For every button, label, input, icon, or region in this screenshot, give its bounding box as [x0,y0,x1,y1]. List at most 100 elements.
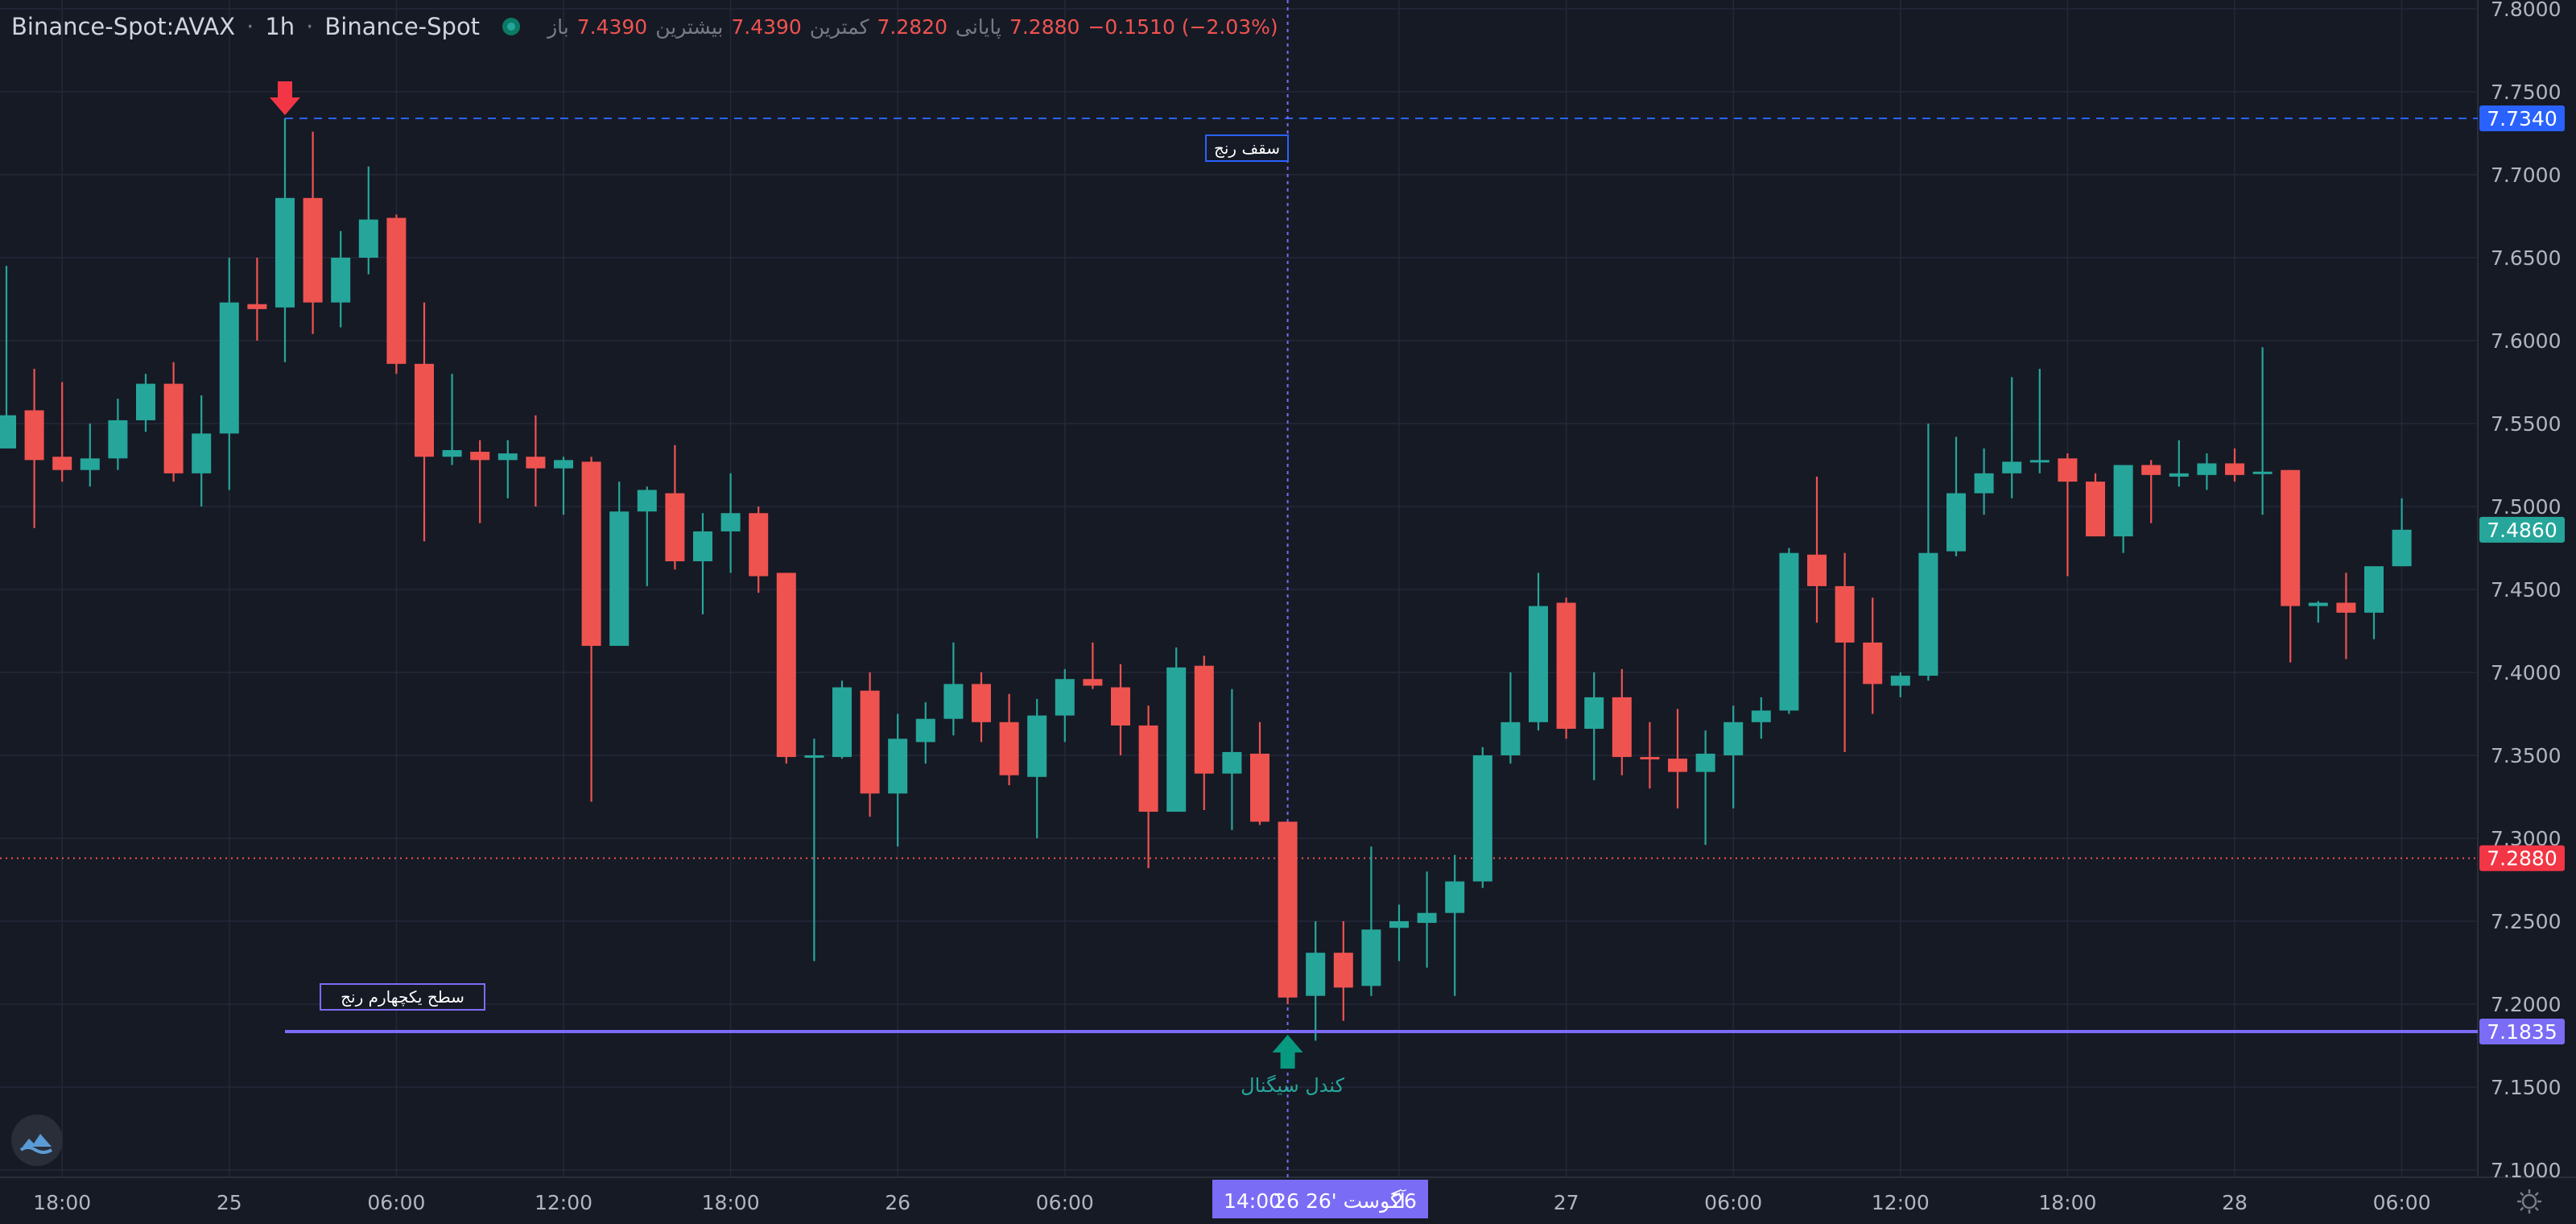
price-tick-label: 7.5500 [2491,412,2561,436]
range-top-label: سقف رنج [1214,139,1280,158]
price-tick-label: 7.7000 [2491,163,2561,187]
signal-candle-label: کندل سیگنال [1241,1074,1345,1097]
candle-body [1807,554,1827,586]
chart-header: Binance-Spot:AVAX · 1h · Binance-Spot با… [11,8,1278,45]
candle-body [1445,881,1465,913]
candle-body [1166,667,1187,813]
current-price-tag-bg [2479,845,2565,871]
time-tick-label: 06:00 [1704,1191,1762,1214]
candle-body [1501,722,1521,755]
support-price-tag-bg [2479,1018,2565,1044]
time-tick-label: 27 [1554,1191,1579,1214]
candle-body [108,420,128,459]
candle-body [2364,566,2384,613]
range-top-price-tag: 7.7340 [2487,107,2557,130]
interval-label[interactable]: 1h [265,13,295,40]
candle-body [554,460,573,469]
low-label: کمترین [809,14,869,39]
candle-body [2029,460,2050,463]
candle-body [163,383,184,473]
market-status-icon [502,18,521,35]
open-value: 7.4390 [576,14,648,39]
cloud-logo-icon[interactable] [11,1114,63,1166]
candle-body [497,453,518,461]
change-value: −0.1510 (−2.03%) [1088,14,1278,39]
candle-body [331,258,351,303]
candle-body [915,718,935,742]
price-tick-label: 7.4000 [2491,661,2561,684]
candle-body [219,302,239,434]
close-label: پایانی [956,14,1001,39]
candle-body [2252,471,2273,474]
time-tick-label: 18:00 [2038,1191,2096,1214]
crosshair-time-right: 26 [1391,1189,1417,1213]
candle-body [637,490,657,512]
candle-body [1946,493,1966,552]
crosshair-time-left: 14:00 [1224,1189,1282,1213]
candle-body [303,197,323,303]
last-price-tag-bg [2479,516,2565,543]
open-label: باز [547,14,569,39]
price-tick-label: 7.6000 [2491,329,2561,353]
high-value: 7.4390 [731,14,802,39]
candle-body [1695,753,1715,772]
time-tick-label: 18:00 [33,1191,91,1214]
header-separator: · [306,13,314,40]
candle-body [1612,697,1632,758]
candle-body [2086,482,2105,537]
support-label-box [320,983,485,1011]
price-tick-label: 7.2500 [2491,910,2561,933]
candle-body [2308,602,2328,606]
candle-body [2113,465,2133,537]
candle-body [2225,463,2244,475]
candle-body [80,458,100,470]
candle-body [1222,751,1242,774]
candle-body [1278,821,1298,998]
candle-body [720,513,741,531]
candle-body [275,197,295,308]
support-price-tag: 7.1835 [2487,1020,2557,1044]
candle-body [1835,585,1855,643]
exchange-label: Binance-Spot [324,13,481,40]
candle-body [2281,469,2301,606]
candle-body [24,410,44,461]
candle-body [999,722,1019,775]
candle-body [1333,953,1353,988]
candle-body [1556,602,1576,730]
candle-body [972,684,991,722]
time-tick-label: 06:00 [1036,1191,1094,1214]
candle-body [943,684,964,719]
time-tick-label: 06:00 [2373,1191,2431,1214]
gear-icon[interactable] [2515,1187,2544,1216]
candle-body [526,457,546,469]
candle-body [1890,676,1910,686]
time-tick-label: 12:00 [535,1191,592,1214]
symbol-title[interactable]: Binance-Spot:AVAX [11,13,236,40]
current-price-tag: 7.2880 [2487,847,2557,870]
candle-body [832,687,852,758]
candle-body [2392,529,2412,567]
price-tick-label: 7.1500 [2491,1076,2561,1099]
candle-body [749,513,769,577]
candle-body [2141,465,2161,475]
time-tick-label: 18:00 [702,1191,760,1214]
candle-body [1529,606,1548,722]
candle-body [1111,687,1130,726]
price-tick-label: 7.5000 [2491,495,2561,519]
candle-body [2197,463,2217,475]
price-tick-label: 7.8000 [2491,0,2561,21]
time-tick-label: 06:00 [367,1191,425,1214]
low-value: 7.2820 [877,14,947,39]
candle-body [136,383,155,420]
candle-body [2336,602,2356,613]
range-top-label-box [1205,134,1289,162]
close-value: 7.2880 [1009,14,1080,39]
last-price-tag: 7.4860 [2487,519,2557,542]
candle-body [888,738,908,794]
candle-body [1138,725,1158,813]
candle-body [1640,757,1660,760]
candle-body [1194,665,1214,774]
price-tick-label: 7.6500 [2491,246,2561,270]
crosshair-date-label: 26 آگوست '26 [1274,1189,1406,1213]
